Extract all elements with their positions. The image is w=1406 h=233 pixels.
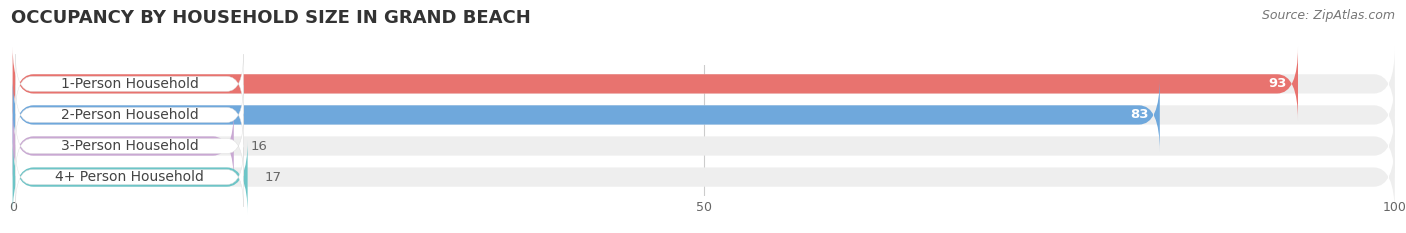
Text: 3-Person Household: 3-Person Household xyxy=(60,139,198,153)
FancyBboxPatch shape xyxy=(15,116,243,176)
FancyBboxPatch shape xyxy=(15,54,243,114)
FancyBboxPatch shape xyxy=(13,140,1395,214)
Text: Source: ZipAtlas.com: Source: ZipAtlas.com xyxy=(1261,9,1395,22)
FancyBboxPatch shape xyxy=(15,85,243,145)
Text: OCCUPANCY BY HOUSEHOLD SIZE IN GRAND BEACH: OCCUPANCY BY HOUSEHOLD SIZE IN GRAND BEA… xyxy=(11,9,531,27)
FancyBboxPatch shape xyxy=(13,78,1160,152)
Text: 16: 16 xyxy=(250,140,267,153)
Text: 17: 17 xyxy=(264,171,281,184)
FancyBboxPatch shape xyxy=(13,47,1298,121)
Text: 1-Person Household: 1-Person Household xyxy=(60,77,198,91)
FancyBboxPatch shape xyxy=(13,78,1395,152)
FancyBboxPatch shape xyxy=(13,109,233,183)
FancyBboxPatch shape xyxy=(15,147,243,207)
Text: 93: 93 xyxy=(1268,77,1286,90)
FancyBboxPatch shape xyxy=(13,109,1395,183)
FancyBboxPatch shape xyxy=(13,140,247,214)
Text: 2-Person Household: 2-Person Household xyxy=(60,108,198,122)
FancyBboxPatch shape xyxy=(13,47,1395,121)
Text: 83: 83 xyxy=(1130,108,1149,121)
Text: 4+ Person Household: 4+ Person Household xyxy=(55,170,204,184)
